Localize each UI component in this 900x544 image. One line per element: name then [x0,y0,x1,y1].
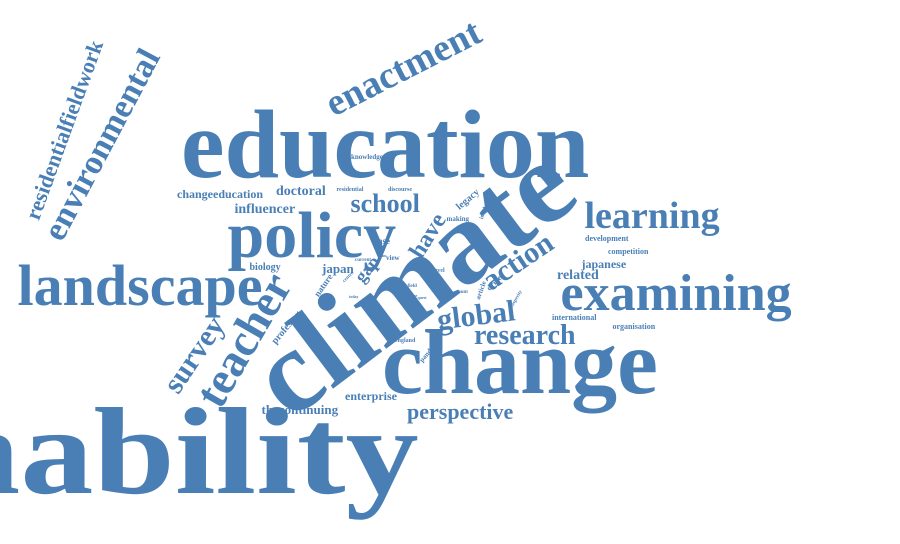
word-learning: learning [584,195,720,237]
word-issue: issue [409,293,418,298]
word-competition: competition [608,247,649,256]
word-school: school [350,189,420,218]
word-examining: examining [560,265,792,322]
word-enterprise: enterprise [345,389,397,403]
word-international: international [552,313,597,322]
word-thecontinuing: thecontinuing [261,401,339,417]
word-today: today [349,294,359,299]
word-england: england [395,338,416,344]
word-level: level [433,268,445,274]
word-perspective: perspective [407,399,514,424]
word-team: team [378,253,387,258]
word-count: count [456,289,468,295]
word-landscape: landscape [17,253,263,318]
word-policy: policy [227,199,397,272]
word-related: related [557,268,599,283]
word-discourse: discourse [388,187,412,193]
word-influencer: influencer [234,202,296,217]
word-residential: residential [336,187,364,193]
word-education: education [181,91,590,199]
word-japan: japan [322,260,354,276]
word-sustainability: sustainability [0,383,419,520]
word-field: field [407,283,417,289]
word-japanese: japanese [581,257,627,271]
word-view: view [386,253,400,262]
word-changeeducation: changeeducation [177,187,264,201]
word-biology: biology [249,262,281,273]
word-research: research [474,320,576,351]
word-quest: quest [417,295,427,300]
word-knowledge: knowledge [351,152,383,161]
word-change: change [382,311,658,413]
word-case: case [374,235,390,246]
word-development: development [585,234,629,243]
word-current: current [355,257,372,263]
word-doctoral: doctoral [276,184,326,199]
word-making: making [446,214,470,223]
word-organisation: organisation [612,322,656,331]
